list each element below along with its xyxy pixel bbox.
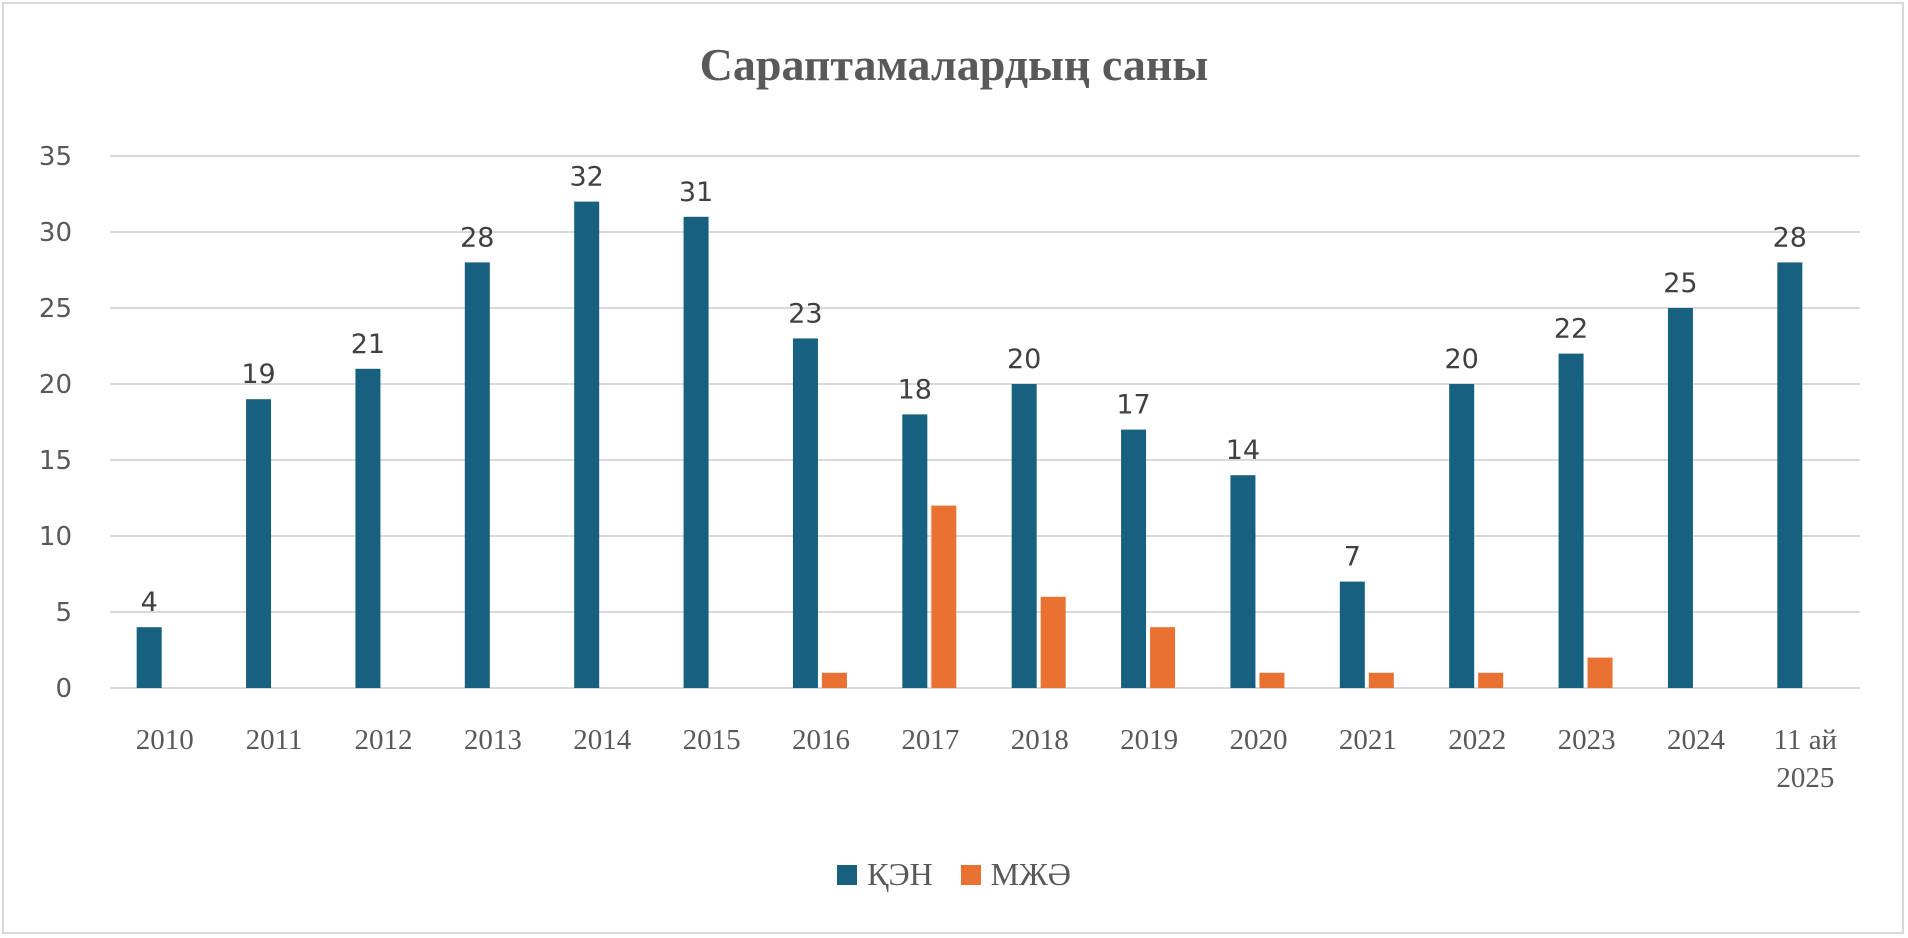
data-label: 22 — [1554, 314, 1588, 345]
bar-ken — [1449, 384, 1475, 688]
bar-mzhe — [1368, 672, 1394, 688]
x-tick-label: 2022 — [1448, 724, 1506, 756]
bar-ken — [574, 201, 600, 688]
bar-mzhe — [1259, 672, 1285, 688]
data-label: 32 — [570, 162, 604, 193]
bar-ken — [1667, 308, 1693, 688]
data-label: 18 — [898, 374, 932, 405]
data-label: 14 — [1226, 435, 1260, 466]
bar-ken — [1339, 581, 1365, 688]
bar-ken — [355, 368, 381, 688]
data-label: 17 — [1116, 390, 1150, 421]
data-label: 31 — [679, 177, 713, 208]
y-tick-label: 30 — [39, 218, 72, 248]
data-label: 20 — [1007, 344, 1041, 375]
bar-ken — [1230, 475, 1256, 688]
x-tick-label: 2014 — [573, 724, 632, 756]
bar-ken — [1777, 262, 1803, 688]
legend-label-ken: ҚЭН — [867, 856, 933, 892]
x-tick-label: 2018 — [1011, 724, 1069, 756]
y-tick-label: 0 — [55, 674, 72, 704]
bar-ken — [683, 216, 709, 689]
bar-ken — [1121, 429, 1147, 688]
bar-mzhe — [1587, 657, 1613, 688]
legend-item-mzhe: МЖӘ — [960, 856, 1071, 893]
bar-ken — [792, 338, 818, 688]
bar-ken — [246, 399, 272, 688]
data-label: 19 — [241, 359, 275, 390]
x-tick-label: 2024 — [1667, 724, 1726, 756]
legend-item-ken: ҚЭН — [837, 856, 933, 893]
data-label: 23 — [788, 298, 822, 329]
x-tick-label: 11 ай 2025 — [1774, 724, 1838, 794]
bar-ken — [1011, 384, 1037, 688]
bar-mzhe — [1040, 596, 1066, 688]
x-tick-label: 2016 — [792, 724, 850, 756]
data-label: 4 — [141, 587, 158, 618]
y-tick-label: 10 — [39, 522, 72, 552]
data-label: 7 — [1344, 542, 1361, 573]
y-tick-label: 5 — [55, 598, 72, 628]
x-tick-label: 2013 — [464, 724, 522, 756]
bar-mzhe — [1150, 627, 1176, 688]
x-tick-label: 2011 — [246, 724, 303, 756]
x-tick-label: 2010 — [136, 724, 194, 756]
bar-mzhe — [931, 505, 957, 688]
legend-swatch-ken — [837, 864, 858, 885]
y-tick-label: 25 — [39, 294, 72, 324]
y-tick-label: 20 — [39, 370, 72, 400]
x-tick-label: 2015 — [683, 724, 741, 756]
data-label: 21 — [351, 329, 385, 360]
legend: ҚЭН МЖӘ — [0, 856, 1908, 893]
x-tick-label: 2021 — [1339, 724, 1397, 756]
data-label: 28 — [1773, 222, 1807, 253]
bar-mzhe — [1478, 672, 1504, 688]
bar-mzhe — [821, 672, 847, 688]
x-tick-label: 2023 — [1558, 724, 1616, 756]
legend-label-mzhe: МЖӘ — [990, 856, 1071, 892]
x-tick-label: 2012 — [354, 724, 412, 756]
chart-title: Сараптамалардың саны — [699, 39, 1209, 90]
y-tick-label: 35 — [39, 142, 72, 172]
y-tick-label: 15 — [39, 446, 72, 476]
bar-ken — [464, 262, 490, 688]
legend-swatch-mzhe — [960, 864, 981, 885]
bar-ken — [902, 414, 928, 688]
bar-ken — [1558, 353, 1584, 688]
x-tick-label: 2019 — [1120, 724, 1178, 756]
bar-ken — [136, 627, 162, 688]
data-label: 28 — [460, 222, 494, 253]
x-tick-label: 2017 — [901, 724, 959, 756]
x-tick-label: 2020 — [1229, 724, 1287, 756]
data-label: 25 — [1663, 268, 1697, 299]
data-label: 20 — [1445, 344, 1479, 375]
